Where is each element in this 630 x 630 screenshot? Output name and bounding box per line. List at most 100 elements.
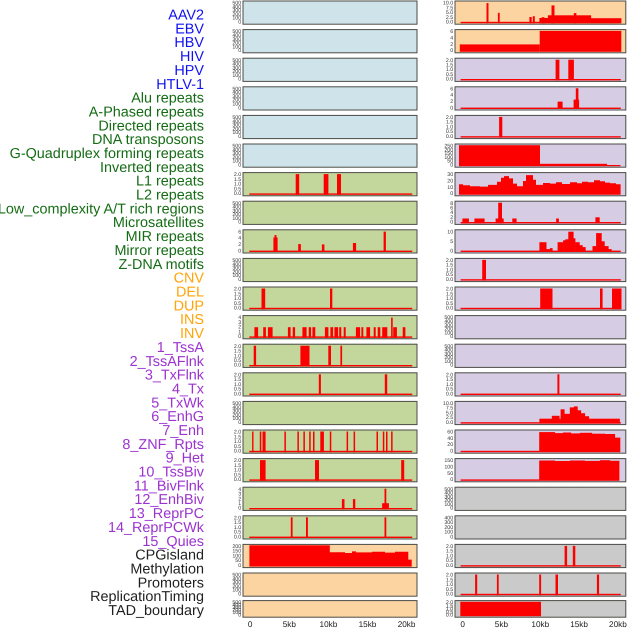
svg-text:6: 6 [238,229,241,235]
svg-text:4: 4 [450,93,453,99]
svg-text:HIV: HIV [180,49,204,65]
svg-text:2.0: 2.0 [234,430,241,436]
svg-text:0: 0 [248,620,253,629]
svg-text:Methylation: Methylation [130,562,204,578]
svg-text:500: 500 [232,600,241,606]
svg-text:300: 300 [444,351,453,357]
svg-text:1.5: 1.5 [234,463,241,469]
svg-text:INS: INS [180,312,204,328]
svg-text:5kb: 5kb [495,620,509,629]
svg-text:0.0: 0.0 [234,306,241,312]
svg-text:1_TssA: 1_TssA [157,340,205,356]
svg-text:0: 0 [450,220,453,226]
svg-text:1.0: 1.0 [446,606,453,612]
svg-text:300: 300 [232,266,241,272]
svg-text:0: 0 [238,506,241,512]
svg-text:0.5: 0.5 [446,72,453,78]
svg-text:1.0: 1.0 [234,182,241,188]
svg-text:10.0: 10.0 [443,1,453,7]
svg-text:Alu repeats: Alu repeats [131,91,204,107]
svg-text:0: 0 [238,334,241,340]
svg-text:0: 0 [238,592,241,598]
svg-text:100: 100 [444,330,453,336]
svg-text:200: 200 [232,608,241,614]
svg-text:4: 4 [450,210,453,216]
svg-text:0: 0 [238,563,241,569]
svg-text:400: 400 [444,348,453,354]
svg-text:300: 300 [232,409,241,415]
svg-text:500: 500 [232,401,241,407]
svg-text:500: 500 [232,86,241,92]
svg-text:7_Enh: 7_Enh [162,423,204,439]
svg-text:14_ReprPCWk: 14_ReprPCWk [108,520,205,536]
svg-text:0.5: 0.5 [234,301,241,307]
svg-text:200: 200 [232,269,241,275]
svg-text:2.0: 2.0 [234,287,241,293]
svg-text:7.5: 7.5 [446,5,453,11]
svg-text:2.0: 2.0 [446,600,453,606]
svg-text:100: 100 [232,73,241,79]
svg-text:10_TssBiv: 10_TssBiv [138,465,204,481]
svg-text:100: 100 [444,465,453,471]
svg-text:Low_complexity A/T rich region: Low_complexity A/T rich regions [0,201,204,217]
svg-text:2: 2 [450,42,453,48]
svg-text:500: 500 [232,144,241,150]
svg-text:0: 0 [450,163,453,169]
svg-text:0.5: 0.5 [446,587,453,593]
svg-text:2.0: 2.0 [446,573,453,579]
svg-text:4: 4 [238,487,241,493]
svg-text:400: 400 [444,491,453,497]
svg-text:0.0: 0.0 [234,391,241,397]
svg-text:500: 500 [232,29,241,35]
svg-text:30: 30 [447,172,453,178]
svg-text:150: 150 [444,458,453,464]
svg-text:400: 400 [232,405,241,411]
svg-text:200: 200 [232,69,241,75]
svg-text:11_BivFlnk: 11_BivFlnk [134,478,205,494]
svg-text:0: 0 [238,105,241,111]
svg-text:0: 0 [450,363,453,369]
svg-text:100: 100 [232,44,241,50]
svg-text:0.0: 0.0 [446,563,453,569]
svg-text:0: 0 [450,449,453,455]
svg-text:0: 0 [238,134,241,140]
svg-text:2.0: 2.0 [234,458,241,464]
svg-text:0.0: 0.0 [446,592,453,598]
svg-text:400: 400 [232,603,241,609]
svg-text:100: 100 [232,416,241,422]
svg-text:1.0: 1.0 [446,296,453,302]
svg-text:1.5: 1.5 [446,377,453,383]
svg-text:2.0: 2.0 [234,172,241,178]
svg-text:0.0: 0.0 [234,363,241,369]
svg-text:100: 100 [232,273,241,279]
svg-text:200: 200 [232,126,241,132]
svg-text:9_Het: 9_Het [166,451,204,467]
svg-text:DNA transposons: DNA transposons [92,132,204,148]
svg-text:300: 300 [232,123,241,129]
svg-text:2.0: 2.0 [446,544,453,550]
svg-text:0: 0 [450,248,453,254]
svg-text:200: 200 [444,147,453,153]
svg-text:Inverted repeats: Inverted repeats [100,160,204,176]
svg-text:0.5: 0.5 [446,387,453,393]
svg-text:1: 1 [238,329,241,335]
svg-text:200: 200 [232,212,241,218]
svg-text:60: 60 [447,430,453,436]
svg-text:6: 6 [450,86,453,92]
svg-text:0.0: 0.0 [234,534,241,540]
svg-text:100: 100 [232,130,241,136]
svg-text:300: 300 [232,208,241,214]
svg-text:20kb: 20kb [609,620,627,629]
svg-text:0: 0 [238,20,241,26]
svg-text:200: 200 [232,544,241,550]
svg-text:5.0: 5.0 [446,10,453,16]
svg-text:EBV: EBV [175,21,204,37]
svg-text:1.5: 1.5 [234,377,241,383]
svg-text:500: 500 [232,201,241,207]
svg-text:1.5: 1.5 [234,349,241,355]
svg-text:6: 6 [450,29,453,35]
svg-text:0: 0 [238,163,241,169]
svg-text:1.0: 1.0 [446,382,453,388]
svg-text:400: 400 [232,62,241,68]
svg-text:15_Quies: 15_Quies [142,534,204,550]
